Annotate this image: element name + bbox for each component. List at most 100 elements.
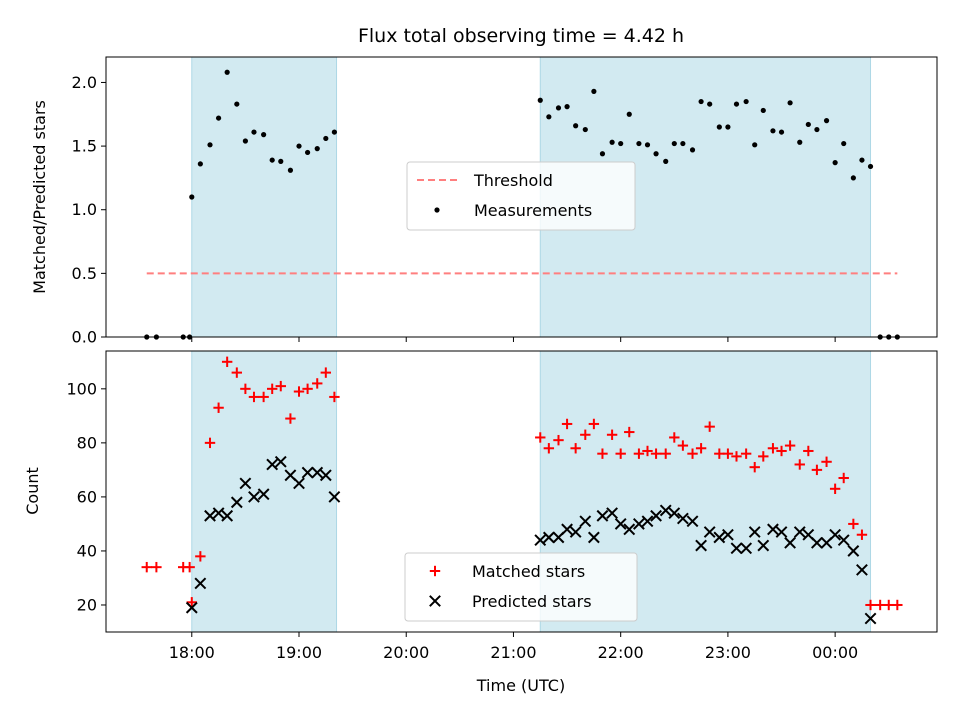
predicted-stars-point-b [274, 455, 287, 468]
predicted-stars-point [328, 490, 341, 503]
predicted-stars-point [722, 528, 734, 541]
measurements-point [752, 142, 758, 148]
measurements-legend-key [434, 207, 440, 213]
bottom-axes-frame [105, 350, 938, 633]
predicted-stars-point [713, 531, 726, 544]
predicted-stars-point-b [686, 515, 699, 528]
top-axes-frame [105, 56, 938, 338]
top-y-tick-label: 1.5 [72, 137, 97, 156]
predicted-stars-point-b [757, 539, 770, 552]
predicted-stars-point-b [221, 509, 234, 522]
measurements-point [278, 158, 284, 164]
predicted-stars-point [230, 496, 243, 509]
predicted-stars-point [319, 469, 332, 482]
predicted-stars-point [293, 477, 305, 490]
matched-stars-point [248, 391, 260, 403]
measurements-point [537, 97, 543, 103]
predicted-stars-point [730, 542, 743, 555]
measurements-point [841, 140, 847, 147]
measurements-point [609, 139, 615, 145]
matched-stars-point [677, 440, 689, 451]
predicted-stars-point-b [856, 563, 868, 576]
bottom-panel: 20 40 60 80 100 Count Matched stars Predicted… [23, 350, 938, 637]
matched-stars-point [695, 443, 707, 454]
predicted-stars-point [793, 526, 806, 538]
top-y-tick-label: 0.0 [72, 328, 97, 347]
predicted-stars-point-b [650, 509, 662, 522]
predicted-stars-point [864, 612, 877, 625]
predicted-stars-point [614, 518, 627, 530]
predicted-stars-point-b [239, 477, 252, 490]
predicted-stars-point-b [542, 531, 555, 544]
predicted-stars-point-b [596, 509, 609, 522]
predicted-stars-point-b [633, 518, 645, 530]
predicted-stars-point-b [614, 518, 627, 530]
measurements-legend-label: Measurements [474, 201, 592, 220]
predicted-stars-point-b [748, 526, 761, 538]
predicted-stars-point [204, 509, 216, 522]
matched-stars-point [580, 429, 591, 440]
predicted-stars-point [775, 526, 788, 538]
chart-title: Flux total observing time = 4.42 h [358, 25, 684, 47]
predicted-stars-point-b [810, 536, 823, 549]
predicted-stars-point-b [212, 507, 225, 520]
predicted-stars-point-b [185, 601, 198, 614]
predicted-stars-point-b [266, 458, 279, 471]
matched-stars-point [588, 418, 600, 430]
measurements-point [599, 151, 606, 157]
predicted-stars-point-b [713, 531, 726, 544]
matched-stars-point [231, 367, 243, 378]
measurements-point [770, 128, 776, 134]
measurements-point [331, 129, 337, 135]
measurements-point [707, 101, 713, 107]
matched-stars-point [240, 383, 251, 395]
matched-stars-point [660, 448, 671, 459]
predicted-stars-point [623, 523, 636, 536]
matched-stars-point [186, 597, 197, 608]
matched-stars-point [865, 599, 876, 611]
bottom-y-tick-label: 60 [77, 487, 97, 506]
predicted-stars-point [856, 563, 868, 576]
bottom-ticks: 20 40 60 80 100 [66, 379, 836, 637]
predicted-stars-point [266, 458, 279, 471]
measurements-point [671, 140, 677, 147]
measurements-point [698, 98, 704, 105]
matched-stars-point [302, 383, 313, 395]
matched-stars-point [803, 445, 814, 457]
predicted-stars-point [542, 531, 555, 544]
measurements-point [867, 163, 874, 170]
predicted-stars-point-b [230, 496, 243, 509]
matched-stars-point [141, 561, 152, 573]
matched-stars-point [184, 561, 195, 573]
matched-stars-point [543, 443, 555, 454]
predicted-stars-point-b [775, 526, 788, 538]
measurements-point [555, 105, 562, 111]
measurements-point [797, 139, 803, 145]
x-tick-label: 22:00 [598, 643, 644, 662]
predicted-stars-point [650, 509, 662, 522]
matched-stars-point [776, 445, 787, 457]
x-tick-label: 00:00 [812, 643, 858, 662]
measurements-point [314, 146, 320, 152]
predicted-stars-point [561, 523, 573, 536]
predicted-stars-point-b [703, 526, 716, 538]
top-y-axis-label: Matched/Predicted stars [30, 100, 49, 294]
measurements-point [805, 121, 811, 128]
matched-stars-point [767, 443, 779, 454]
matched-stars-point [642, 445, 653, 457]
measurements-point [644, 142, 651, 148]
x-axis-label: Time (UTC) [476, 676, 565, 695]
top-series-layer [144, 69, 900, 340]
predicted-stars-legend-key-b [429, 595, 441, 607]
top-y-tick-label: 2.0 [72, 73, 97, 92]
predicted-stars-point-b [587, 531, 600, 544]
predicted-stars-point-b [740, 542, 753, 555]
predicted-stars-point [829, 528, 842, 541]
measurements-point [653, 151, 659, 157]
measurements-point [224, 69, 230, 75]
matched-stars-point [320, 367, 332, 378]
matched-stars-point [856, 529, 868, 540]
matched-stars-point [329, 391, 340, 403]
predicted-stars-point-b [579, 515, 592, 528]
predicted-stars-point-b [569, 526, 582, 538]
